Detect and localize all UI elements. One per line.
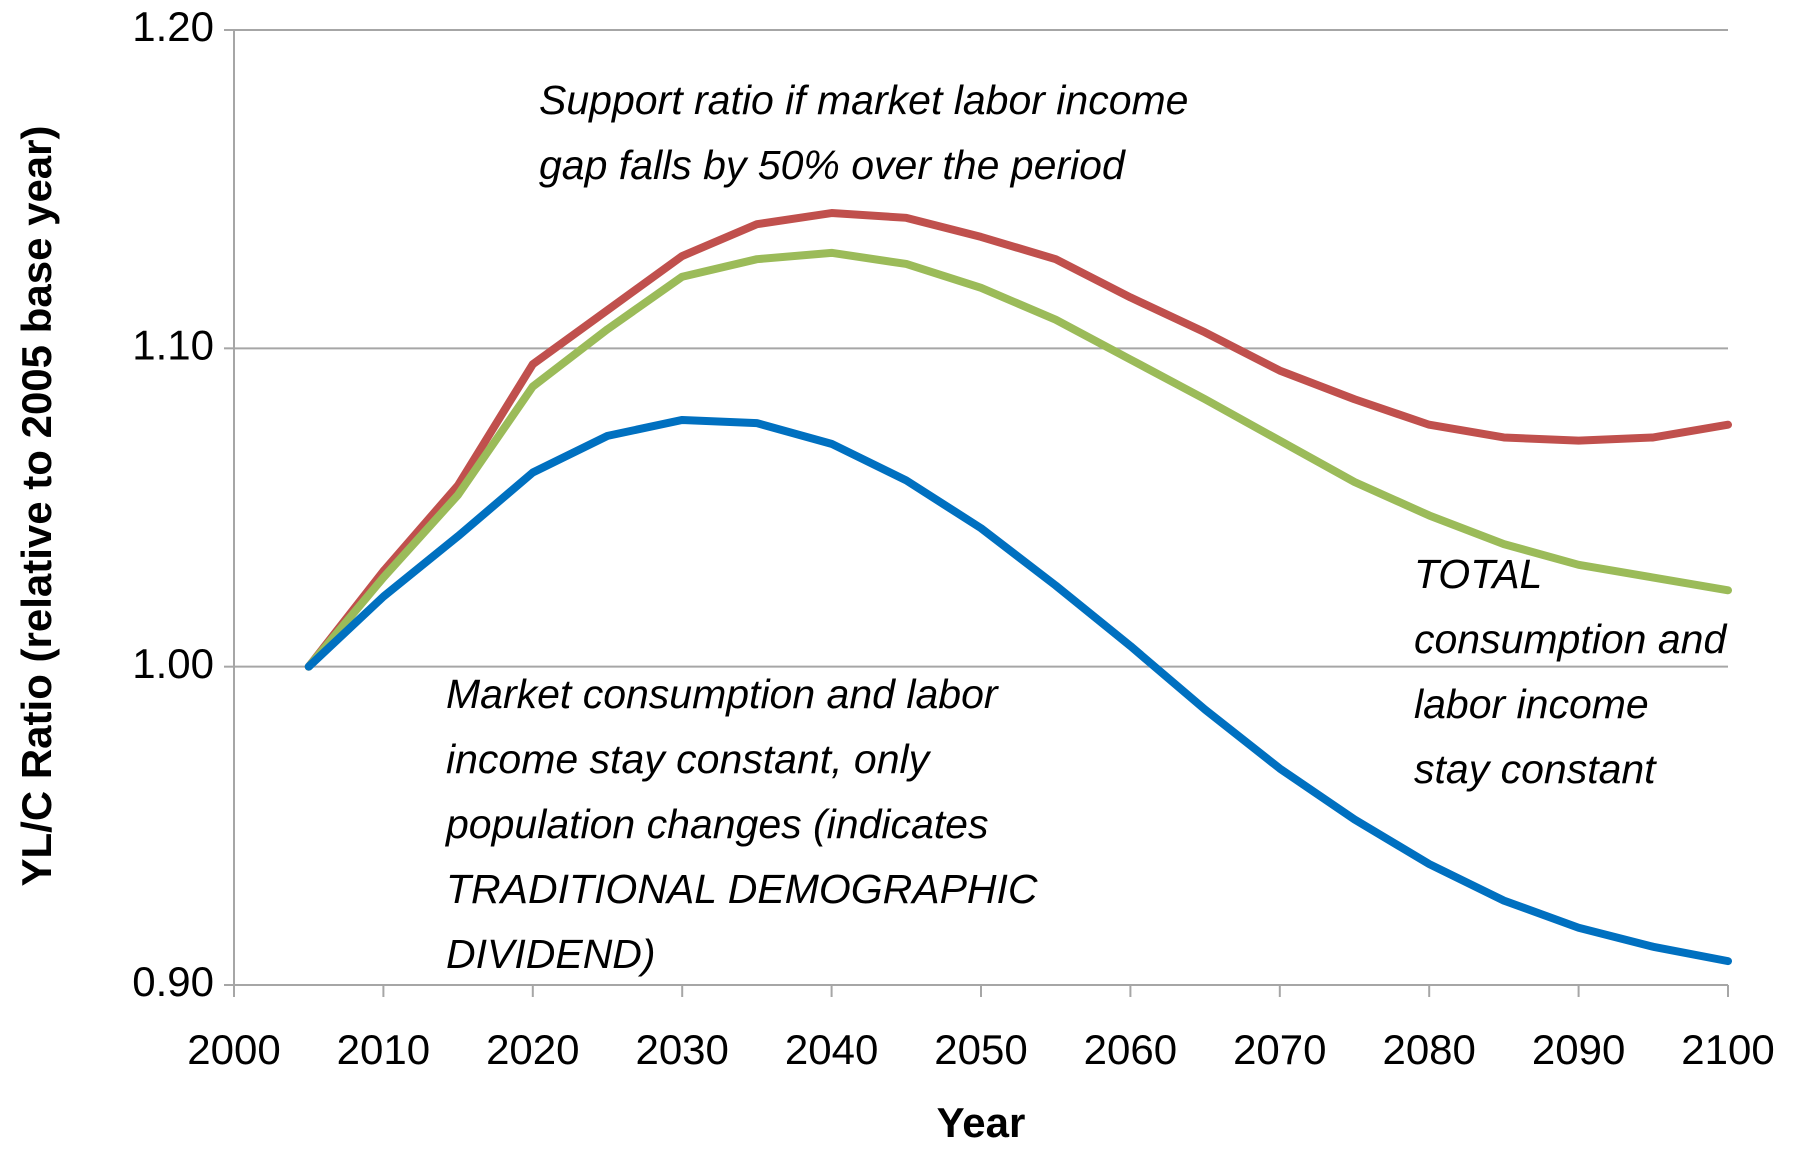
annotation: gap falls by 50% over the period bbox=[539, 142, 1126, 188]
annotation: consumption and bbox=[1414, 616, 1727, 662]
y-axis-title: YL/C Ratio (relative to 2005 base year) bbox=[13, 126, 60, 887]
series-line bbox=[304, 415, 1732, 966]
y-tick-label: 0.90 bbox=[132, 958, 214, 1005]
x-axis-title: Year bbox=[937, 1099, 1026, 1146]
x-tick-label: 2070 bbox=[1233, 1026, 1326, 1073]
x-tick-label: 2040 bbox=[785, 1026, 878, 1073]
series-line bbox=[304, 209, 1732, 671]
annotation: Support ratio if market labor income bbox=[539, 77, 1188, 123]
x-tick-label: 2100 bbox=[1681, 1026, 1774, 1073]
annotation: population changes (indicates bbox=[444, 801, 989, 847]
y-tick-label: 1.00 bbox=[132, 640, 214, 687]
annotation: income stay constant, only bbox=[446, 736, 932, 782]
x-tick-label: 2060 bbox=[1084, 1026, 1177, 1073]
annotation: stay constant bbox=[1414, 746, 1657, 792]
annotation: Market consumption and labor bbox=[446, 671, 1000, 717]
annotation: TOTAL bbox=[1414, 551, 1542, 597]
series-line bbox=[304, 248, 1732, 671]
y-tick-label: 1.20 bbox=[132, 3, 214, 50]
x-tick-label: 2010 bbox=[337, 1026, 430, 1073]
x-tick-label: 2020 bbox=[486, 1026, 579, 1073]
annotation: TRADITIONAL DEMOGRAPHIC bbox=[446, 866, 1038, 912]
x-tick-label: 2090 bbox=[1532, 1026, 1625, 1073]
x-tick-label: 2050 bbox=[934, 1026, 1027, 1073]
annotation: labor income bbox=[1414, 681, 1649, 727]
x-tick-label: 2000 bbox=[187, 1026, 280, 1073]
x-tick-label: 2030 bbox=[635, 1026, 728, 1073]
x-tick-label: 2080 bbox=[1382, 1026, 1475, 1073]
annotation: DIVIDEND) bbox=[446, 931, 656, 977]
y-tick-label: 1.10 bbox=[132, 321, 214, 368]
